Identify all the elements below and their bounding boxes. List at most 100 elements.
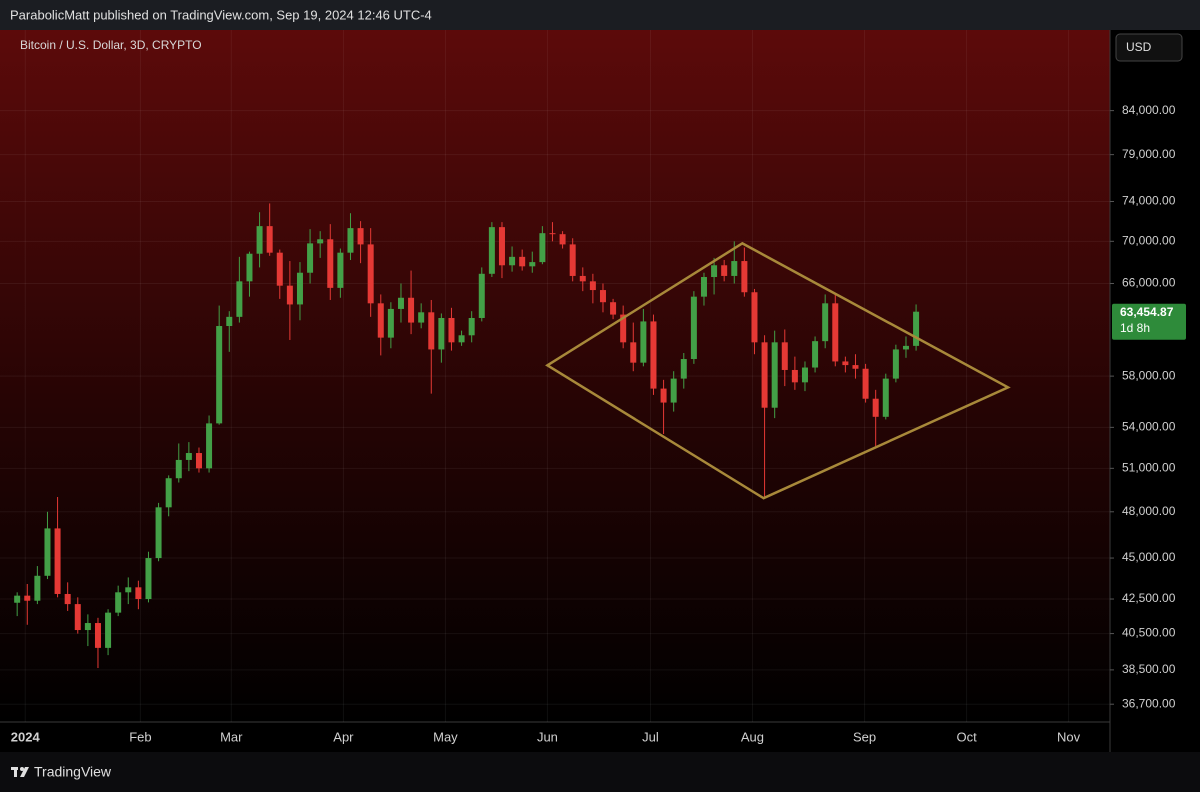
candle-body bbox=[610, 302, 617, 315]
y-tick-label: 38,500.00 bbox=[1122, 662, 1176, 676]
candle-body bbox=[751, 292, 758, 343]
candle-body bbox=[367, 244, 374, 304]
candle-body bbox=[94, 623, 101, 648]
candle-body bbox=[317, 239, 324, 244]
candle-body bbox=[408, 297, 415, 323]
candle-body bbox=[307, 243, 314, 273]
candle-body bbox=[711, 265, 718, 278]
currency: USD bbox=[1126, 40, 1152, 54]
brand-logo bbox=[11, 767, 29, 777]
candle-body bbox=[246, 253, 253, 282]
candle-body bbox=[195, 453, 202, 469]
candle-body bbox=[165, 478, 172, 508]
candle-body bbox=[882, 378, 889, 417]
y-tick-label: 84,000.00 bbox=[1122, 103, 1176, 117]
candle-body bbox=[387, 308, 394, 338]
candle-body bbox=[892, 349, 899, 379]
x-tick-label: May bbox=[433, 729, 458, 744]
candle-body bbox=[569, 244, 576, 276]
candle-body bbox=[266, 226, 273, 253]
candle-body bbox=[812, 341, 819, 368]
candle-body bbox=[741, 261, 748, 293]
x-tick-label: Sep bbox=[853, 729, 876, 744]
candle-body bbox=[872, 398, 879, 417]
candle-body bbox=[902, 345, 909, 350]
currency-box[interactable] bbox=[1115, 33, 1183, 62]
candle-body bbox=[64, 593, 71, 605]
candle-body bbox=[680, 359, 687, 379]
x-tick-label: Feb bbox=[129, 729, 151, 744]
candle-body bbox=[418, 312, 425, 323]
x-tick-label: Apr bbox=[333, 729, 354, 744]
candle-body bbox=[236, 281, 243, 317]
header-bar bbox=[0, 0, 1200, 30]
candle-body bbox=[276, 252, 283, 286]
candle-body bbox=[145, 558, 152, 600]
symbol-title: Bitcoin / U.S. Dollar, 3D, CRYPTO bbox=[20, 38, 202, 52]
candle-body bbox=[216, 326, 223, 424]
y-tick-label: 42,500.00 bbox=[1122, 591, 1176, 605]
candle-body bbox=[731, 261, 738, 276]
candle-body bbox=[468, 317, 475, 336]
candle-body bbox=[913, 311, 920, 346]
candle-body bbox=[135, 587, 142, 600]
candle-body bbox=[347, 228, 354, 253]
candle-body bbox=[519, 256, 526, 267]
price-axis bbox=[1110, 30, 1200, 752]
candle-body bbox=[478, 273, 485, 318]
candle-body bbox=[256, 226, 263, 254]
candle-body bbox=[185, 453, 192, 460]
candle-body bbox=[721, 265, 728, 276]
candle-body bbox=[529, 262, 536, 267]
candle-body bbox=[791, 369, 798, 383]
x-tick-label: 2024 bbox=[11, 729, 41, 744]
candle-body bbox=[175, 459, 182, 479]
candle-body bbox=[620, 314, 627, 343]
candle-body bbox=[630, 342, 637, 363]
candle-body bbox=[852, 365, 859, 369]
candle-body bbox=[54, 528, 61, 594]
candle-body bbox=[539, 233, 546, 263]
y-tick-label: 74,000.00 bbox=[1122, 194, 1176, 208]
candle-body bbox=[690, 296, 697, 360]
candle-body bbox=[125, 587, 132, 593]
candle-body bbox=[842, 361, 849, 366]
candle-body bbox=[44, 528, 51, 576]
candle-body bbox=[74, 604, 81, 631]
candle-body bbox=[377, 303, 384, 338]
candle-body bbox=[862, 368, 869, 399]
candle-body bbox=[84, 623, 91, 631]
candle-body bbox=[397, 297, 404, 309]
candle-body bbox=[327, 239, 334, 288]
candle-body bbox=[771, 342, 778, 408]
candle-body bbox=[438, 317, 445, 350]
candle-body bbox=[781, 342, 788, 370]
candle-body bbox=[357, 228, 364, 245]
candle-body bbox=[670, 378, 677, 403]
candle-body bbox=[832, 303, 839, 362]
candle-body bbox=[599, 290, 606, 303]
footer-bar bbox=[0, 752, 1200, 792]
y-tick-label: 36,700.00 bbox=[1122, 696, 1176, 710]
candle-body bbox=[458, 335, 465, 343]
candle-body bbox=[498, 227, 505, 266]
y-tick-label: 66,000.00 bbox=[1122, 276, 1176, 290]
candle-body bbox=[14, 595, 21, 603]
candle-body bbox=[640, 321, 647, 363]
brand-name: TradingView bbox=[34, 764, 112, 780]
candle-body bbox=[155, 507, 162, 559]
candle-body bbox=[226, 316, 233, 327]
candle-body bbox=[105, 612, 112, 648]
candles bbox=[14, 203, 920, 669]
y-tick-label: 79,000.00 bbox=[1122, 147, 1176, 161]
pattern-drawing bbox=[545, 241, 1011, 500]
y-tick-label: 58,000.00 bbox=[1122, 368, 1176, 382]
candle-body bbox=[337, 252, 344, 288]
x-tick-label: Nov bbox=[1057, 729, 1081, 744]
price-tag-countdown: 1d 8h bbox=[1120, 321, 1150, 335]
candle-body bbox=[559, 234, 566, 245]
candle-body bbox=[761, 342, 768, 408]
candle-body bbox=[700, 277, 707, 297]
candle-body bbox=[428, 312, 435, 350]
